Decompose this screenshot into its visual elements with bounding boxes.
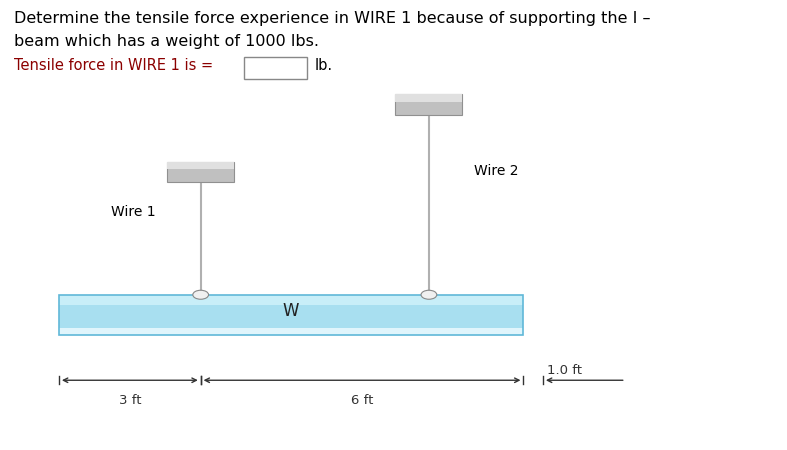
Text: Determine the tensile force experience in WIRE 1 because of supporting the I –: Determine the tensile force experience i… [14, 11, 651, 26]
Bar [59, 295, 523, 335]
Bar [59, 295, 523, 335]
Bar [59, 328, 523, 335]
Text: beam which has a weight of 1000 lbs.: beam which has a weight of 1000 lbs. [14, 34, 320, 49]
Text: Wire 1: Wire 1 [112, 204, 156, 219]
Text: 3 ft: 3 ft [119, 394, 141, 407]
Bar [167, 162, 235, 169]
Text: Wire 2: Wire 2 [474, 164, 518, 178]
Circle shape [193, 290, 209, 299]
Bar [59, 295, 523, 305]
Bar [167, 162, 235, 182]
Text: W: W [283, 302, 299, 319]
Bar [396, 94, 463, 115]
Text: 1.0 ft: 1.0 ft [547, 364, 582, 377]
Circle shape [421, 290, 437, 299]
Bar [396, 94, 463, 102]
Text: lb.: lb. [315, 58, 333, 73]
Text: 6 ft: 6 ft [351, 394, 373, 407]
Text: Tensile force in WIRE 1 is =: Tensile force in WIRE 1 is = [14, 58, 218, 73]
Bar [244, 57, 307, 79]
